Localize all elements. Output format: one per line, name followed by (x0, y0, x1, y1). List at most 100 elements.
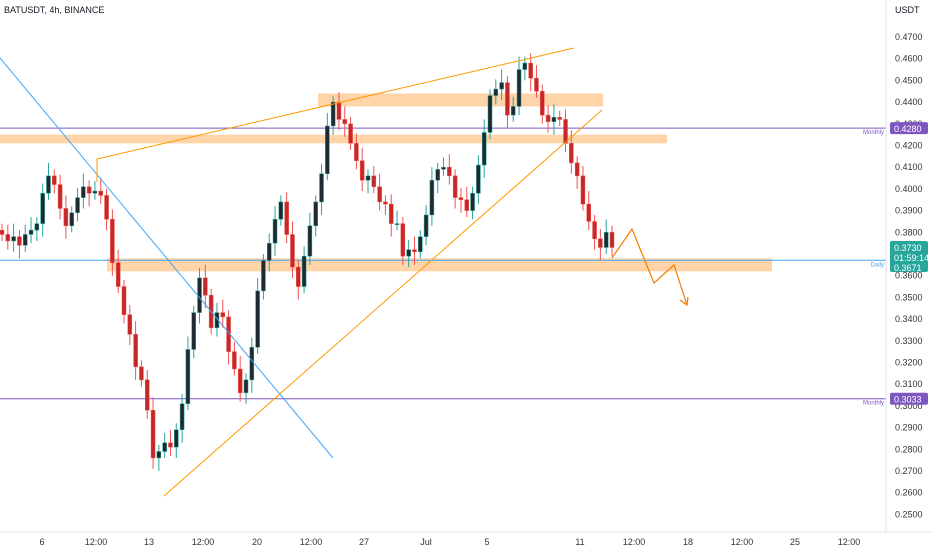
candle[interactable] (481, 132, 487, 166)
price-zone[interactable] (318, 93, 603, 107)
candle[interactable] (46, 175, 51, 194)
candle[interactable] (510, 106, 516, 116)
candle[interactable] (104, 195, 109, 220)
candle[interactable] (447, 166, 452, 177)
candle[interactable] (580, 175, 586, 205)
candle[interactable] (557, 117, 562, 120)
candle[interactable] (313, 201, 318, 227)
candle[interactable] (162, 442, 167, 452)
candle[interactable] (406, 249, 411, 257)
candle[interactable] (603, 232, 609, 248)
candle[interactable] (179, 403, 185, 431)
candle[interactable] (261, 260, 266, 292)
candle[interactable] (563, 119, 568, 144)
candle[interactable] (5, 234, 11, 242)
time-axis[interactable]: 6 12:00 13 12:00 20 12:00 27 Jul 5 11 12:00 18 12:00… (0, 531, 932, 547)
candle[interactable] (365, 175, 371, 181)
candle[interactable] (400, 223, 406, 257)
price-zone[interactable] (0, 134, 667, 144)
candle[interactable] (52, 175, 57, 185)
candle[interactable] (499, 82, 504, 90)
candle[interactable] (528, 62, 533, 79)
candle[interactable] (441, 166, 446, 170)
candle[interactable] (418, 236, 423, 253)
candle[interactable] (325, 125, 330, 174)
candle[interactable] (296, 266, 301, 287)
candle[interactable] (150, 409, 156, 459)
candle[interactable] (307, 225, 313, 257)
candle[interactable] (22, 234, 28, 246)
candle[interactable] (330, 101, 336, 127)
candle[interactable] (185, 349, 191, 404)
candle[interactable] (383, 201, 388, 205)
candle[interactable] (348, 123, 353, 144)
candle[interactable] (319, 173, 324, 203)
candle[interactable] (359, 160, 365, 181)
rising-trendline-lower[interactable] (163, 109, 603, 497)
candle[interactable] (237, 368, 243, 394)
candle[interactable] (278, 201, 284, 220)
candle[interactable] (505, 82, 510, 116)
candle[interactable] (522, 62, 528, 70)
candle[interactable] (551, 117, 557, 122)
candle[interactable] (470, 192, 475, 211)
candle[interactable] (174, 429, 179, 448)
candle[interactable] (354, 143, 359, 161)
candle[interactable] (69, 212, 74, 227)
candle[interactable] (214, 312, 220, 329)
candle[interactable] (191, 312, 196, 350)
candle[interactable] (493, 88, 499, 96)
candle[interactable] (121, 286, 127, 316)
candle[interactable] (40, 192, 45, 224)
price-zone[interactable] (107, 258, 772, 272)
candle[interactable] (371, 175, 377, 187)
candle[interactable] (249, 347, 255, 381)
candle[interactable] (290, 234, 295, 268)
candle[interactable] (516, 69, 522, 107)
candle[interactable] (388, 203, 394, 224)
candle[interactable] (540, 91, 545, 116)
candle[interactable] (92, 190, 98, 194)
projection-path[interactable] (611, 227, 688, 306)
candle[interactable] (394, 223, 400, 225)
candle[interactable] (464, 199, 470, 211)
candle[interactable] (168, 442, 173, 448)
candle[interactable] (301, 255, 307, 287)
candle[interactable] (377, 186, 382, 203)
candle[interactable] (17, 236, 22, 246)
candle[interactable] (598, 238, 603, 248)
descending-trendline[interactable] (0, 57, 334, 459)
candles[interactable] (0, 53, 615, 471)
candle[interactable] (110, 219, 115, 263)
candle[interactable] (435, 169, 440, 181)
candle[interactable] (574, 162, 580, 177)
candle[interactable] (86, 186, 92, 194)
candle[interactable] (81, 186, 86, 198)
candle[interactable] (203, 277, 208, 296)
candle[interactable] (139, 366, 144, 381)
candle[interactable] (452, 175, 458, 198)
candle[interactable] (28, 229, 34, 235)
candle[interactable] (586, 203, 592, 222)
candle[interactable] (476, 164, 481, 194)
candle[interactable] (63, 208, 69, 227)
candle[interactable] (545, 114, 551, 122)
candle[interactable] (266, 242, 272, 261)
candle[interactable] (592, 221, 597, 240)
candle[interactable] (11, 236, 16, 242)
candle[interactable] (57, 184, 63, 209)
candle[interactable] (133, 334, 138, 368)
candle[interactable] (342, 119, 348, 125)
candle[interactable] (284, 201, 289, 235)
candle[interactable] (220, 312, 226, 318)
candle[interactable] (115, 262, 121, 287)
candle[interactable] (144, 379, 150, 411)
candle[interactable] (75, 197, 80, 214)
candle[interactable] (569, 143, 574, 164)
candle[interactable] (243, 379, 249, 394)
candle[interactable] (429, 179, 435, 216)
trendlines[interactable] (0, 47, 689, 497)
candle[interactable] (34, 223, 40, 231)
candle[interactable] (487, 95, 493, 133)
candle[interactable] (412, 249, 417, 253)
